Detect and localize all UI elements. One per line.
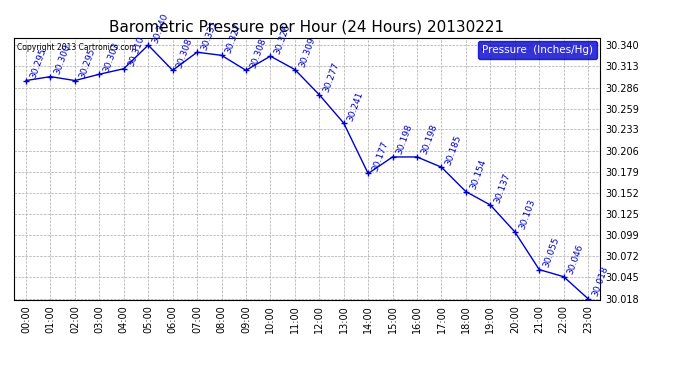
Text: 30.303: 30.303 bbox=[102, 40, 121, 74]
Text: 30.327: 30.327 bbox=[224, 22, 243, 54]
Text: 30.295: 30.295 bbox=[28, 47, 48, 80]
Text: 30.137: 30.137 bbox=[493, 171, 512, 204]
Text: 30.308: 30.308 bbox=[175, 37, 195, 69]
Text: 30.340: 30.340 bbox=[150, 12, 170, 44]
Text: 30.198: 30.198 bbox=[420, 123, 439, 156]
Text: 30.018: 30.018 bbox=[591, 265, 610, 298]
Text: 30.177: 30.177 bbox=[371, 140, 390, 173]
Text: 30.308: 30.308 bbox=[248, 37, 268, 69]
Title: Barometric Pressure per Hour (24 Hours) 20130221: Barometric Pressure per Hour (24 Hours) … bbox=[110, 20, 504, 35]
Text: 30.326: 30.326 bbox=[273, 22, 292, 56]
Text: 30.198: 30.198 bbox=[395, 123, 414, 156]
Text: Copyright 2013 Cartronics.com: Copyright 2013 Cartronics.com bbox=[17, 43, 136, 52]
Text: 30.055: 30.055 bbox=[542, 236, 561, 269]
Text: 30.103: 30.103 bbox=[518, 198, 537, 231]
Text: 30.241: 30.241 bbox=[346, 90, 365, 122]
Legend: Pressure  (Inches/Hg): Pressure (Inches/Hg) bbox=[478, 40, 597, 59]
Text: 30.309: 30.309 bbox=[297, 36, 317, 69]
Text: 30.154: 30.154 bbox=[469, 158, 488, 191]
Text: 30.300: 30.300 bbox=[53, 43, 72, 76]
Text: 30.046: 30.046 bbox=[566, 243, 585, 276]
Text: 30.277: 30.277 bbox=[322, 61, 341, 94]
Text: 30.331: 30.331 bbox=[199, 19, 219, 51]
Text: 30.310: 30.310 bbox=[126, 35, 146, 68]
Text: 30.185: 30.185 bbox=[444, 134, 463, 166]
Text: 30.295: 30.295 bbox=[77, 47, 97, 80]
